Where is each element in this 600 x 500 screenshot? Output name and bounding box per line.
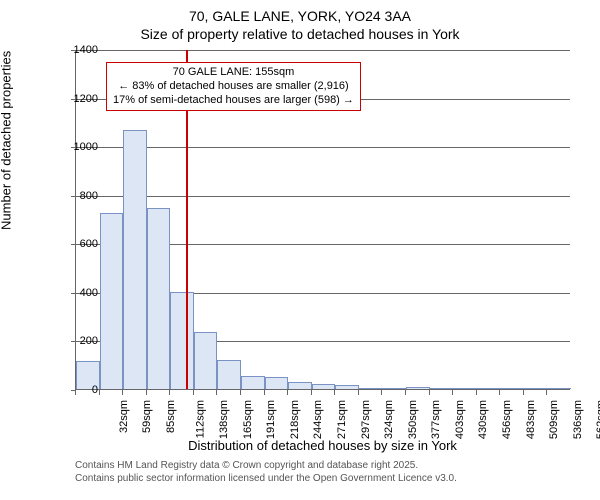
histogram-bar bbox=[430, 388, 454, 389]
x-axis-label: Distribution of detached houses by size … bbox=[75, 438, 570, 453]
xtick-label: 297sqm bbox=[360, 400, 372, 439]
xtick-label: 562sqm bbox=[595, 400, 600, 439]
xtick-mark bbox=[193, 390, 194, 395]
annotation-line: ← 83% of detached houses are smaller (2,… bbox=[113, 80, 354, 94]
chart-title-line1: 70, GALE LANE, YORK, YO24 3AA bbox=[0, 8, 600, 24]
chart-container: 70, GALE LANE, YORK, YO24 3AA Size of pr… bbox=[0, 0, 600, 500]
histogram-bar bbox=[500, 388, 524, 389]
xtick-label: 377sqm bbox=[430, 400, 442, 439]
xtick-mark bbox=[169, 390, 170, 395]
histogram-bar bbox=[194, 332, 218, 389]
histogram-bar bbox=[147, 208, 171, 389]
xtick-label: 430sqm bbox=[477, 400, 489, 439]
xtick-mark bbox=[452, 390, 453, 395]
xtick-label: 350sqm bbox=[407, 400, 419, 439]
histogram-bar bbox=[170, 292, 194, 389]
xtick-label: 59sqm bbox=[141, 400, 153, 433]
xtick-mark bbox=[216, 390, 217, 395]
xtick-mark bbox=[546, 390, 547, 395]
xtick-label: 271sqm bbox=[336, 400, 348, 439]
xtick-mark bbox=[75, 390, 76, 395]
xtick-label: 165sqm bbox=[242, 400, 254, 439]
histogram-bar bbox=[217, 360, 241, 389]
xtick-label: 112sqm bbox=[194, 400, 206, 438]
histogram-bar bbox=[100, 213, 124, 389]
xtick-mark bbox=[287, 390, 288, 395]
histogram-bar bbox=[453, 388, 477, 389]
xtick-mark bbox=[523, 390, 524, 395]
xtick-mark bbox=[429, 390, 430, 395]
plot-area: 70 GALE LANE: 155sqm← 83% of detached ho… bbox=[75, 50, 570, 390]
xtick-label: 324sqm bbox=[383, 400, 395, 439]
ytick-label: 0 bbox=[58, 384, 98, 396]
xtick-mark bbox=[499, 390, 500, 395]
histogram-bar bbox=[288, 382, 312, 389]
histogram-bar bbox=[477, 388, 501, 389]
xtick-mark bbox=[122, 390, 123, 395]
gridline bbox=[76, 50, 570, 51]
xtick-label: 218sqm bbox=[289, 400, 301, 439]
histogram-bar bbox=[524, 388, 548, 389]
xtick-label: 403sqm bbox=[454, 400, 466, 439]
ytick-label: 1000 bbox=[58, 141, 98, 153]
xtick-label: 85sqm bbox=[165, 400, 177, 433]
xtick-mark bbox=[334, 390, 335, 395]
annotation-box: 70 GALE LANE: 155sqm← 83% of detached ho… bbox=[106, 62, 361, 111]
histogram-bar bbox=[406, 387, 430, 389]
xtick-label: 191sqm bbox=[265, 400, 277, 439]
histogram-bar bbox=[123, 130, 147, 389]
annotation-line: 70 GALE LANE: 155sqm bbox=[113, 66, 354, 80]
histogram-bar bbox=[382, 388, 406, 389]
footer-line2: Contains public sector information licen… bbox=[75, 473, 457, 484]
histogram-bar bbox=[547, 388, 571, 389]
xtick-label: 509sqm bbox=[548, 400, 560, 439]
y-axis-label: Number of detached properties bbox=[0, 51, 14, 230]
xtick-label: 536sqm bbox=[572, 400, 584, 439]
xtick-mark bbox=[146, 390, 147, 395]
histogram-bar bbox=[241, 376, 265, 389]
xtick-mark bbox=[476, 390, 477, 395]
ytick-label: 1400 bbox=[58, 44, 98, 56]
histogram-bar bbox=[335, 385, 359, 389]
chart-title-line2: Size of property relative to detached ho… bbox=[0, 26, 600, 42]
xtick-label: 456sqm bbox=[501, 400, 513, 439]
ytick-label: 1200 bbox=[58, 93, 98, 105]
xtick-label: 244sqm bbox=[312, 400, 324, 439]
xtick-mark bbox=[405, 390, 406, 395]
xtick-mark bbox=[99, 390, 100, 395]
annotation-line: 17% of semi-detached houses are larger (… bbox=[113, 94, 354, 108]
xtick-label: 138sqm bbox=[218, 400, 230, 439]
xtick-mark bbox=[358, 390, 359, 395]
gridline bbox=[76, 196, 570, 197]
histogram-bar bbox=[359, 388, 383, 389]
xtick-mark bbox=[240, 390, 241, 395]
ytick-label: 200 bbox=[58, 335, 98, 347]
histogram-bar bbox=[265, 377, 289, 389]
xtick-label: 32sqm bbox=[118, 400, 130, 433]
ytick-label: 400 bbox=[58, 287, 98, 299]
footer-line1: Contains HM Land Registry data © Crown c… bbox=[75, 460, 418, 471]
xtick-mark bbox=[264, 390, 265, 395]
xtick-label: 483sqm bbox=[525, 400, 537, 439]
histogram-bar bbox=[312, 384, 336, 389]
xtick-mark bbox=[381, 390, 382, 395]
xtick-mark bbox=[311, 390, 312, 395]
ytick-label: 800 bbox=[58, 190, 98, 202]
gridline bbox=[76, 147, 570, 148]
ytick-label: 600 bbox=[58, 238, 98, 250]
